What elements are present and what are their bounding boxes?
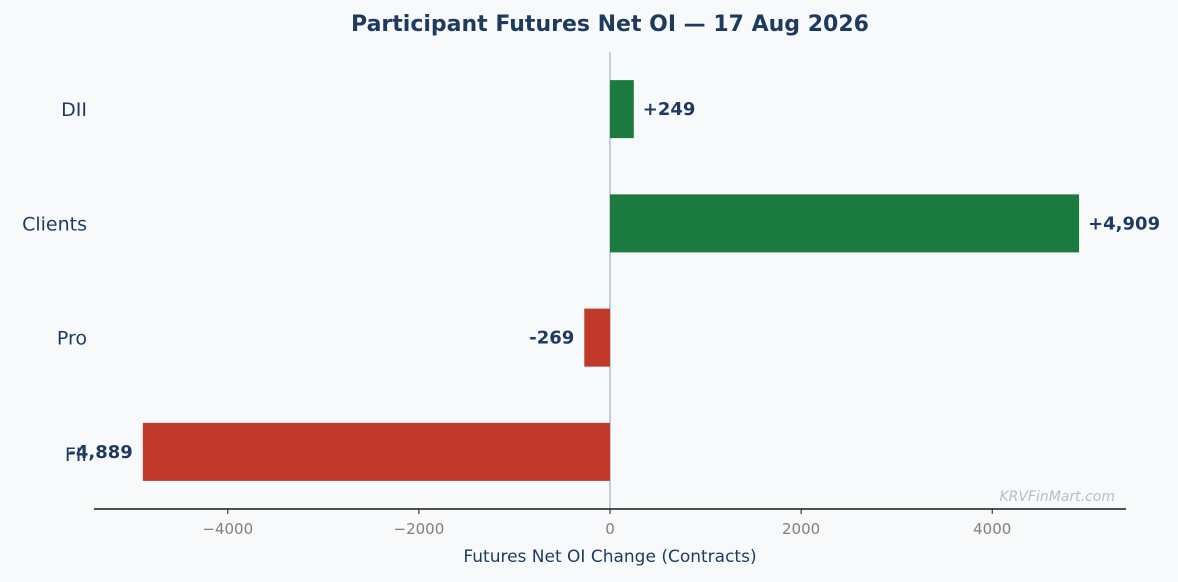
watermark: KRVFinMart.com	[999, 489, 1115, 505]
data-label-dii: +249	[643, 99, 696, 120]
bars-layer	[142, 80, 1080, 481]
category-label-pro: Pro	[57, 328, 87, 350]
category-label-fii: FII	[65, 444, 87, 466]
data-labels-layer: +249 +4,909 -269 -4,889	[68, 99, 1160, 463]
data-label-fii: -4,889	[68, 442, 132, 463]
bar-fii	[142, 422, 610, 481]
x-ticks-layer: −4000 −2000 0 2000 4000	[202, 509, 1011, 538]
bar-pro	[584, 308, 610, 367]
x-tick-label: 4000	[973, 520, 1011, 538]
category-label-clients: Clients	[22, 213, 87, 235]
data-label-pro: -269	[529, 328, 574, 349]
bar-dii	[610, 80, 634, 139]
x-tick-label: 2000	[782, 520, 820, 538]
category-label-dii: DII	[61, 99, 87, 121]
x-tick-label: −4000	[202, 520, 253, 538]
x-axis-label: Futures Net OI Change (Contracts)	[463, 547, 756, 567]
data-label-clients: +4,909	[1088, 213, 1160, 234]
x-tick-label: −2000	[394, 520, 445, 538]
chart-title: Participant Futures Net OI — 17 Aug 2026	[351, 12, 869, 37]
category-labels-layer: DII Clients Pro FII	[22, 99, 87, 466]
x-tick-label: 0	[605, 520, 615, 538]
bar-clients	[610, 194, 1080, 253]
